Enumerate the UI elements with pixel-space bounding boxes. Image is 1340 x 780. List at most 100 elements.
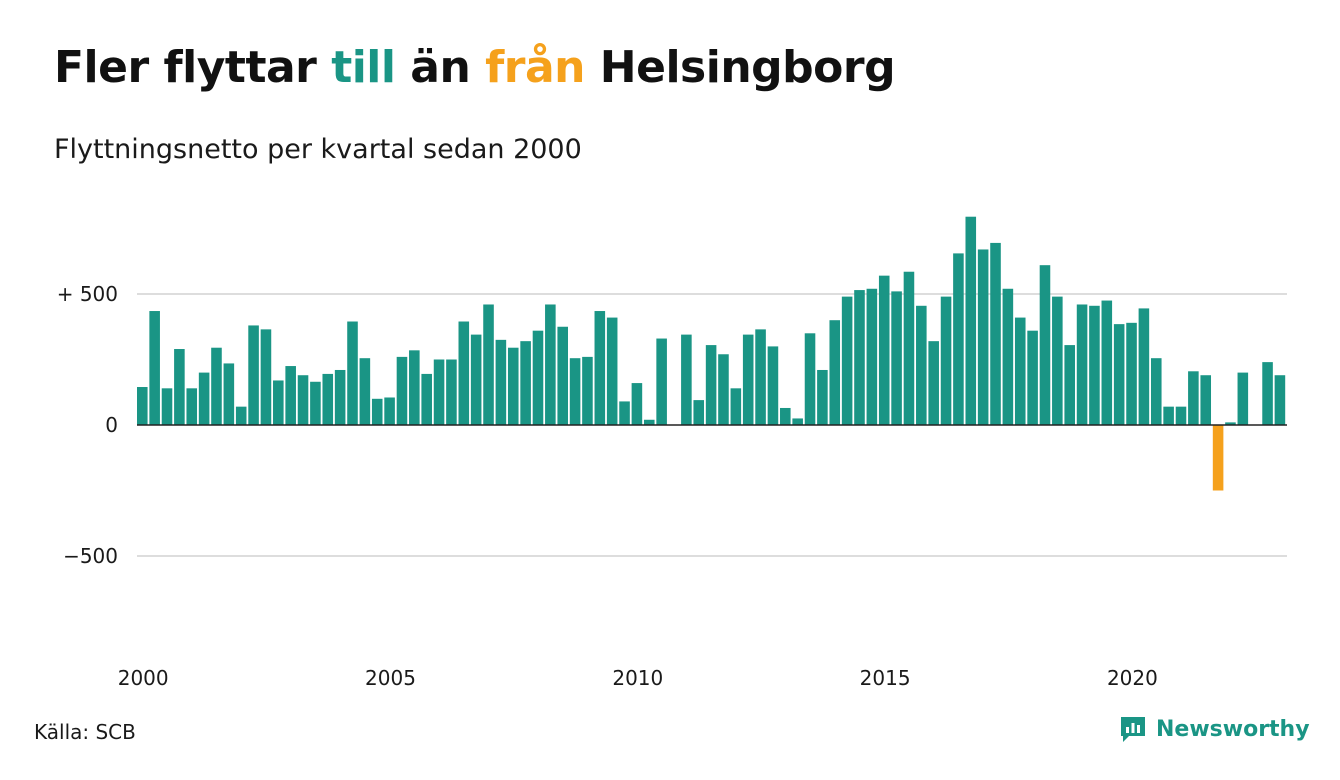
bar — [643, 419, 655, 425]
bar — [1138, 308, 1150, 425]
bar — [1039, 265, 1051, 425]
bar — [829, 320, 841, 425]
bar — [681, 334, 692, 425]
x-tick-label: 2015 — [860, 666, 911, 690]
bar — [174, 349, 185, 425]
title-word-till: till — [331, 42, 396, 93]
bar — [903, 271, 915, 425]
title-part-1: Fler flyttar — [54, 42, 332, 93]
bar — [606, 317, 618, 425]
bar — [433, 359, 445, 425]
bar — [137, 387, 148, 425]
bar — [755, 329, 766, 425]
bar — [1089, 305, 1100, 425]
bar — [520, 341, 531, 425]
bar — [569, 358, 581, 425]
bar — [1237, 372, 1249, 425]
bar — [841, 296, 853, 425]
bar — [718, 354, 729, 425]
bar — [260, 329, 272, 425]
chart-bubble-icon — [1121, 717, 1145, 742]
title-part-3: än — [395, 42, 486, 93]
bar — [186, 388, 198, 425]
bar — [396, 356, 408, 425]
bar — [1175, 406, 1187, 425]
bar — [977, 249, 989, 425]
bar — [792, 418, 803, 425]
bar — [359, 358, 371, 425]
bar — [693, 400, 705, 425]
bar — [1027, 330, 1038, 425]
bar — [322, 373, 334, 425]
bar — [1163, 406, 1174, 425]
y-tick-label: + 500 — [57, 282, 118, 306]
bar — [854, 290, 865, 425]
bar — [273, 380, 284, 425]
bar — [1212, 425, 1224, 491]
bar — [470, 334, 482, 425]
bar — [730, 388, 742, 425]
x-tick-label: 2010 — [612, 666, 663, 690]
bar — [310, 381, 321, 425]
bar — [1014, 317, 1026, 425]
grid-lines — [137, 293, 1287, 557]
bar — [619, 401, 630, 425]
bars — [137, 216, 1286, 491]
bar — [804, 333, 816, 425]
bar — [149, 311, 160, 425]
bar — [1101, 300, 1113, 425]
x-tick-label: 2005 — [365, 666, 416, 690]
source-label: Källa: SCB — [34, 720, 136, 744]
bar — [631, 383, 643, 425]
bar — [953, 253, 964, 425]
y-tick-label: −500 — [63, 544, 118, 568]
bar — [1200, 375, 1212, 425]
chart-title: Fler flyttar till än från Helsingborg — [54, 42, 896, 93]
bar — [458, 321, 470, 425]
chart-subtitle: Flyttningsnetto per kvartal sedan 2000 — [54, 134, 582, 165]
bar — [235, 406, 247, 425]
bar — [483, 304, 494, 425]
bar — [1002, 288, 1014, 425]
bar — [495, 339, 507, 425]
x-tick-label: 2020 — [1107, 666, 1158, 690]
bar — [409, 350, 420, 425]
bar — [656, 338, 667, 425]
bar — [1188, 371, 1199, 425]
bar — [285, 366, 296, 425]
bar — [780, 407, 791, 425]
bar — [1076, 304, 1088, 425]
bar — [557, 326, 568, 425]
bar — [990, 242, 1001, 425]
bar — [211, 347, 222, 425]
brand-name: Newsworthy — [1156, 716, 1310, 742]
bar — [198, 372, 210, 425]
bar — [742, 334, 754, 425]
bar — [223, 363, 235, 425]
bar — [866, 288, 878, 425]
bar — [446, 359, 457, 425]
bar — [965, 216, 977, 425]
bar — [248, 325, 259, 425]
bar — [916, 305, 927, 425]
bar — [878, 275, 890, 425]
bar — [594, 311, 606, 425]
bar — [545, 304, 556, 425]
bar — [421, 373, 432, 425]
bar — [347, 321, 358, 425]
bar — [1064, 345, 1075, 425]
bar — [1262, 362, 1273, 425]
bar — [1150, 358, 1162, 425]
bar — [1126, 322, 1137, 425]
bar — [334, 369, 346, 425]
bar — [891, 291, 902, 425]
bar — [817, 369, 828, 425]
newsworthy-logo: Newsworthy — [1118, 714, 1310, 744]
x-tick-label: 2000 — [118, 666, 169, 690]
bar — [705, 345, 717, 425]
bar — [1274, 375, 1286, 425]
bar — [767, 346, 779, 425]
title-part-5: Helsingborg — [584, 42, 896, 93]
bar — [940, 296, 952, 425]
